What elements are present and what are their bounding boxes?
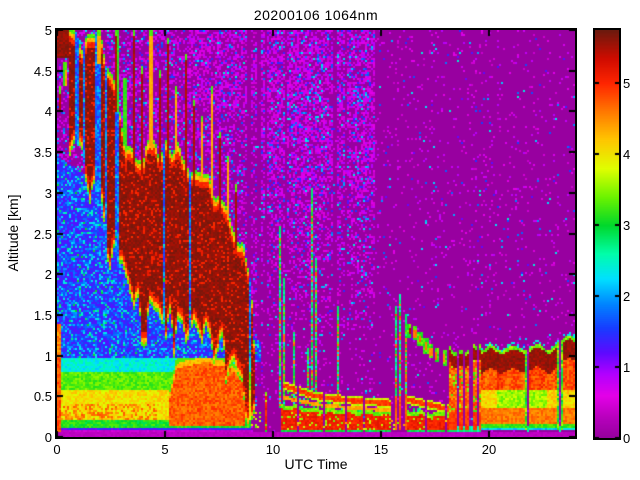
plot-area bbox=[55, 28, 577, 439]
y-tick-labels: 0 0.5 1 1.5 2 2.5 3 3.5 4 4.5 5 bbox=[10, 23, 52, 445]
x-tick-label: 10 bbox=[265, 442, 281, 457]
y-tick-label: 0 bbox=[44, 430, 52, 445]
x-tick-labels: 0 5 10 15 20 bbox=[53, 442, 577, 458]
colorbar-tick-label: 2 bbox=[623, 289, 631, 304]
colorbar-canvas bbox=[595, 30, 619, 438]
heatmap-canvas bbox=[57, 30, 575, 437]
y-tick-label: 2 bbox=[44, 267, 52, 282]
colorbar-tick-labels: 0 1 2 3 4 5 bbox=[623, 30, 640, 446]
y-tick-label: 2.5 bbox=[33, 227, 52, 242]
colorbar-tick-label: 3 bbox=[623, 218, 631, 233]
y-tick-label: 1 bbox=[44, 349, 52, 364]
y-tick-label: 4.5 bbox=[33, 64, 52, 79]
colorbar-tick-label: 5 bbox=[623, 76, 631, 91]
colorbar-tick-label: 0 bbox=[623, 431, 631, 446]
x-tick-label: 15 bbox=[373, 442, 389, 457]
y-tick-label: 5 bbox=[44, 23, 52, 38]
y-tick-label: 0.5 bbox=[33, 389, 52, 404]
x-tick-label: 20 bbox=[481, 442, 497, 457]
x-axis-label: UTC Time bbox=[284, 456, 348, 472]
colorbar-tick-label: 4 bbox=[623, 147, 631, 162]
colorbar bbox=[593, 28, 621, 440]
x-tick-label: 0 bbox=[53, 442, 61, 457]
y-tick-label: 3 bbox=[44, 186, 52, 201]
chart-title: 20200106 1064nm bbox=[253, 7, 379, 23]
y-tick-label: 3.5 bbox=[33, 145, 52, 160]
colorbar-tick-label: 1 bbox=[623, 360, 631, 375]
y-tick-label: 1.5 bbox=[33, 308, 52, 323]
x-tick-label: 5 bbox=[161, 442, 169, 457]
y-tick-label: 4 bbox=[44, 104, 52, 119]
